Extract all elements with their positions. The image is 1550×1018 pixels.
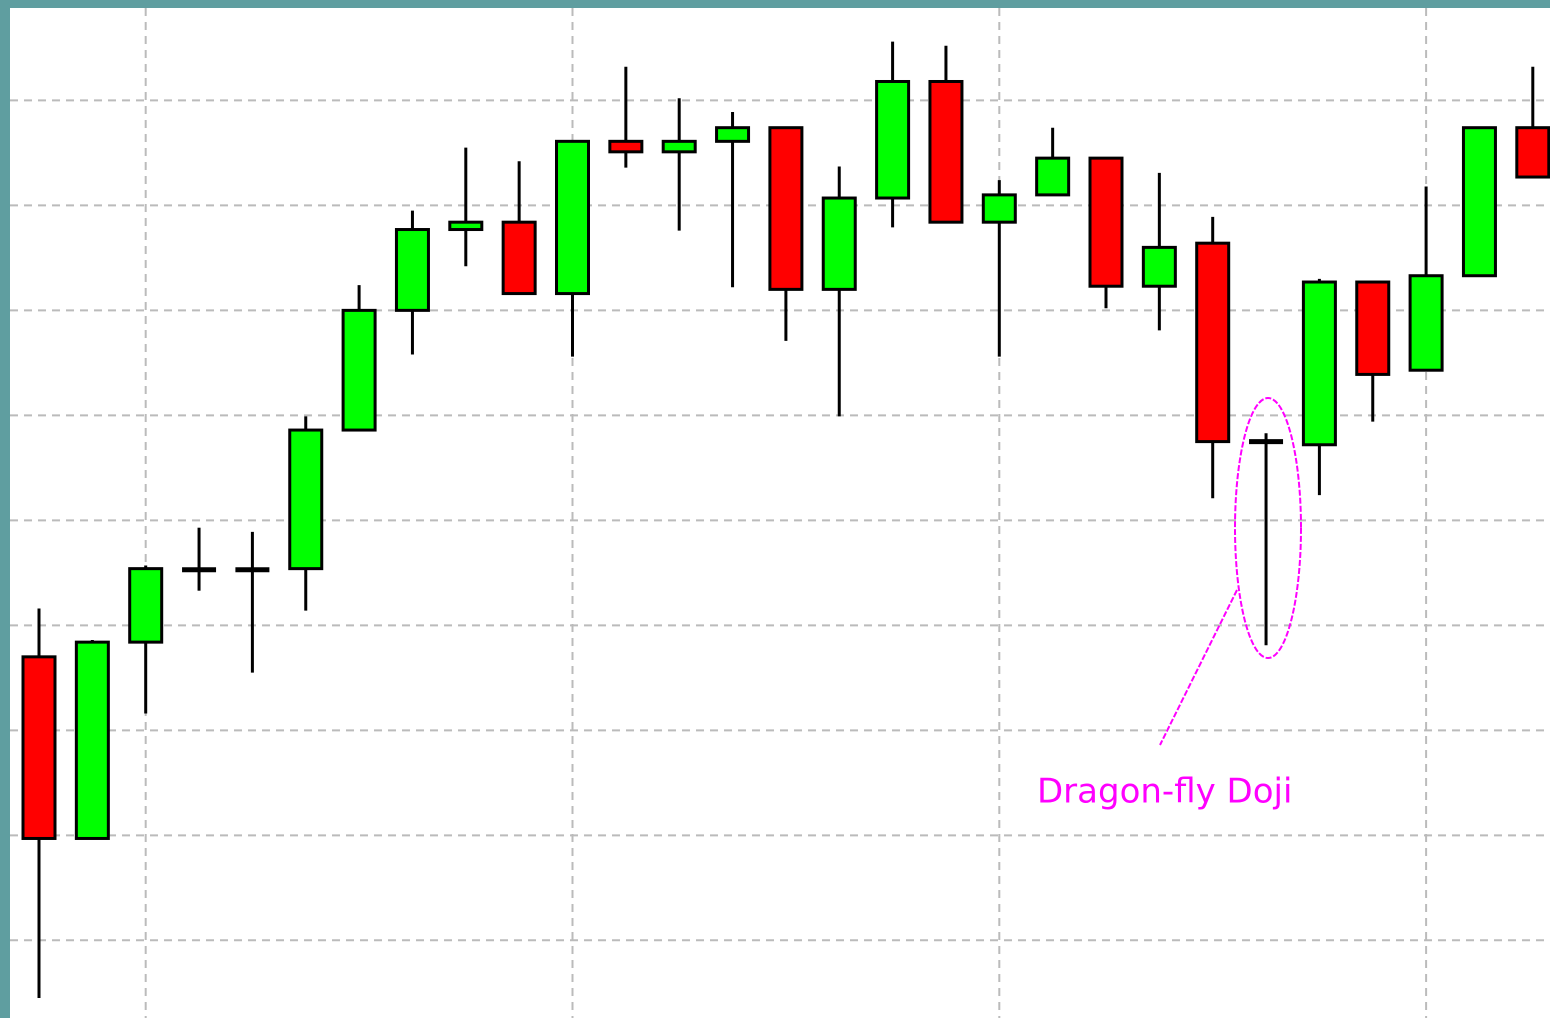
candle-body [74, 640, 110, 840]
candle-body [555, 139, 590, 296]
candle-body [1195, 241, 1231, 444]
candle-body [928, 79, 964, 224]
candle-body [1141, 245, 1177, 288]
candle-body [1461, 126, 1497, 278]
candle-body [981, 193, 1017, 224]
candle-body [21, 655, 57, 840]
candle-body [715, 126, 751, 143]
candle-body [608, 139, 644, 154]
candle-body [768, 126, 804, 291]
candle-body [875, 79, 911, 200]
candle-body [288, 428, 324, 571]
candle-body [661, 139, 697, 154]
annotation-line [1159, 589, 1238, 746]
annotation-text: Dragon-fly Doji [1037, 772, 1292, 812]
candle-body [1088, 156, 1124, 288]
candle-body [501, 220, 537, 296]
candle-body [128, 567, 164, 644]
candle-body [821, 196, 857, 291]
candle-body [1408, 274, 1444, 372]
candle-body [1301, 280, 1337, 447]
candle-body [1515, 126, 1550, 179]
candle-body [1035, 156, 1071, 197]
candles [21, 41, 1550, 999]
candle-body [1355, 280, 1391, 376]
annotation-ellipse [1234, 397, 1302, 659]
candle-body [394, 228, 430, 312]
candle-body [341, 308, 377, 432]
candle-body [448, 220, 484, 232]
